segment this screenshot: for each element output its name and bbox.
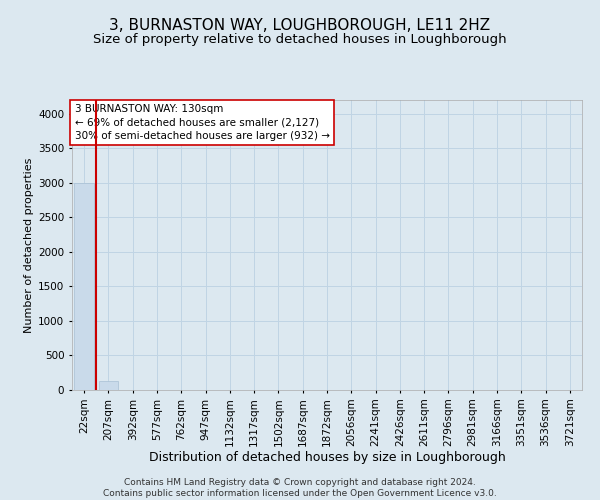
Text: 3 BURNASTON WAY: 130sqm
← 69% of detached houses are smaller (2,127)
30% of semi: 3 BURNASTON WAY: 130sqm ← 69% of detache… <box>74 104 329 141</box>
Bar <box>74 183 94 390</box>
X-axis label: Distribution of detached houses by size in Loughborough: Distribution of detached houses by size … <box>149 450 505 464</box>
Text: 3, BURNASTON WAY, LOUGHBOROUGH, LE11 2HZ: 3, BURNASTON WAY, LOUGHBOROUGH, LE11 2HZ <box>109 18 491 32</box>
Text: Size of property relative to detached houses in Loughborough: Size of property relative to detached ho… <box>93 32 507 46</box>
Text: Contains HM Land Registry data © Crown copyright and database right 2024.
Contai: Contains HM Land Registry data © Crown c… <box>103 478 497 498</box>
Y-axis label: Number of detached properties: Number of detached properties <box>24 158 34 332</box>
Bar <box>99 381 118 390</box>
